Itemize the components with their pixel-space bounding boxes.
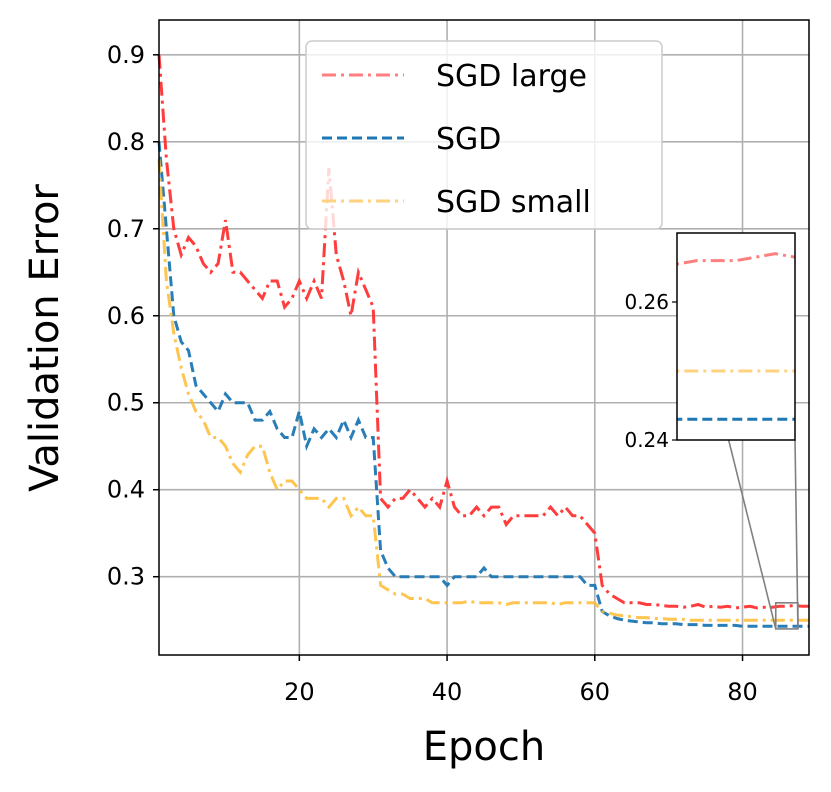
x-tick-label: 60 — [580, 678, 611, 706]
legend-box — [305, 40, 663, 230]
legend-label-2: SGD small — [436, 185, 591, 220]
inset-connector — [794, 439, 799, 629]
y-tick-label: 0.6 — [107, 302, 145, 330]
inset-background — [677, 233, 795, 440]
y-tick-label: 0.4 — [107, 476, 145, 504]
y-tick-label: 0.5 — [107, 389, 145, 417]
x-axis-title: Epoch — [423, 724, 545, 770]
inset-tick-label: 0.24 — [624, 428, 669, 452]
y-tick-label: 0.8 — [107, 128, 145, 156]
x-tick-label: 80 — [727, 678, 758, 706]
plot-frame — [158, 19, 810, 656]
x-tick-label: 40 — [432, 678, 463, 706]
zoom-region — [774, 602, 799, 630]
series-lines — [157, 54, 809, 628]
x-tick-label: 20 — [284, 678, 315, 706]
inset-zoom: 0.24 0.26 — [624, 232, 799, 630]
y-tick-label: 0.3 — [107, 563, 145, 591]
legend-label-1: SGD — [436, 122, 501, 157]
series-line-1 — [157, 141, 809, 628]
y-tick-label: 0.9 — [107, 41, 145, 69]
legend-label-0: SGD large — [436, 59, 587, 94]
inset-tick-label: 0.26 — [624, 290, 669, 314]
y-tick-label: 0.7 — [107, 215, 145, 243]
series-line-2 — [157, 159, 809, 622]
legend: SGD large SGD SGD small — [305, 40, 663, 230]
inset-frame — [676, 232, 796, 441]
y-axis-title: Validation Error — [22, 184, 68, 492]
series-line-0 — [157, 54, 809, 610]
axes: 20 40 60 80 0.3 0.4 0.5 0.6 0.7 0.8 0.9 — [107, 41, 758, 706]
inset-series — [677, 252, 795, 421]
